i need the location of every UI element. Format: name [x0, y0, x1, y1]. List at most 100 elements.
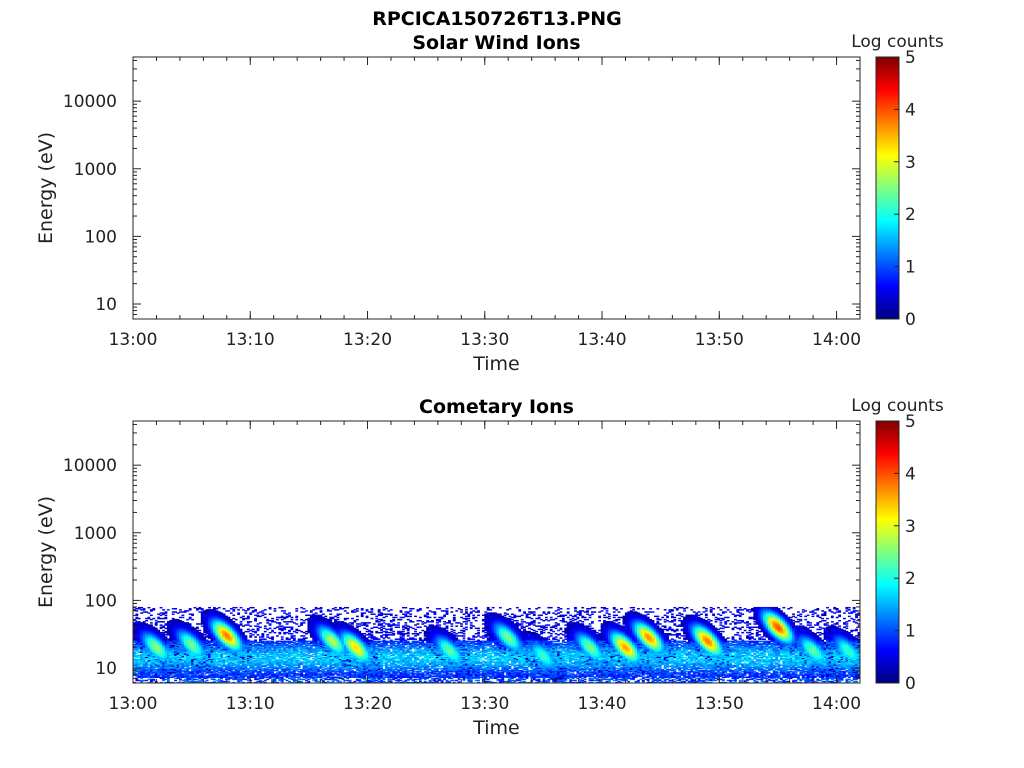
spectrogram-cell [159, 653, 163, 656]
spectrogram-cell [135, 627, 139, 630]
spectrogram-cell [343, 673, 347, 675]
spectrogram-cell [239, 621, 243, 623]
spectrogram-cell [283, 675, 287, 677]
spectrogram-cell [203, 676, 207, 678]
spectrogram-cell [140, 671, 144, 673]
spectrogram-cell [159, 663, 163, 665]
spectrogram-cell [149, 656, 153, 659]
spectrogram-cell [174, 636, 178, 638]
spectrogram-cell [200, 671, 204, 673]
spectrogram-cell [135, 616, 139, 619]
spectrogram-cell [196, 641, 199, 644]
spectrogram-cell [140, 625, 144, 627]
spectrogram-cell [183, 646, 187, 648]
spectrogram-cell [166, 676, 170, 678]
spectrogram-cell [135, 660, 139, 662]
spectrogram-cell [200, 649, 204, 651]
spectrogram-cell [179, 619, 182, 622]
spectrogram-cell [203, 664, 207, 667]
spectrogram-cell [198, 637, 202, 639]
spectrogram-cell [179, 622, 182, 624]
spectrogram-cell [137, 665, 141, 668]
spectrogram-cell [259, 641, 262, 644]
spectrogram-cell [355, 623, 359, 625]
spectrogram-cell [142, 653, 146, 656]
spectrogram-cell [234, 618, 238, 621]
spectrogram-cell [288, 612, 291, 614]
spectrogram-cell [205, 618, 209, 621]
spectrogram-cell [154, 676, 158, 678]
spectrogram-cell [159, 665, 163, 668]
figure-title: RPCICA150726T13.PNG [372, 8, 622, 30]
spectrogram-cell [181, 624, 185, 626]
spectrogram-cell [152, 637, 156, 639]
spectrogram-cell [174, 652, 178, 655]
spectrogram-cell [188, 653, 192, 656]
spectrogram-cell [203, 621, 207, 623]
spectrogram-cell [191, 660, 194, 662]
spectrogram-cell [191, 662, 194, 664]
spectrogram-cell [159, 636, 163, 638]
spectrogram-cell [159, 635, 163, 637]
spectrogram-cell [302, 622, 306, 624]
spectrogram-cell [164, 672, 168, 674]
spectrogram-cell [285, 621, 289, 623]
spectrogram-cell [275, 616, 279, 619]
spectrogram-cell [154, 628, 158, 631]
spectrogram-cell [196, 648, 199, 650]
spectrogram-cell [166, 650, 170, 652]
spectrogram-cell [324, 668, 328, 671]
spectrogram-cell [200, 654, 204, 657]
spectrogram-cell [183, 631, 187, 634]
spectrogram-cell [266, 676, 270, 678]
spectrogram-cell [183, 647, 187, 649]
spectrogram-cell [169, 629, 173, 632]
spectrogram-cell [179, 626, 182, 628]
spectrogram-cell [166, 640, 170, 643]
spectrogram-cell [142, 649, 146, 651]
spectrogram-cell [232, 660, 236, 662]
spectrogram-cell [162, 638, 165, 640]
spectrogram-cell [200, 660, 204, 662]
spectrogram-cell [169, 621, 173, 623]
spectrogram-cell [145, 655, 148, 658]
spectrogram-cell [200, 644, 204, 647]
spectrogram-cell [154, 669, 158, 672]
spectrogram-cell [200, 647, 204, 649]
spectrogram-cell [137, 626, 141, 628]
spectrogram-cell [171, 628, 175, 631]
spectrogram-cell [133, 630, 136, 633]
spectrogram-cell [169, 671, 173, 673]
spectrogram-cell [191, 650, 194, 652]
spectrogram-cell [133, 646, 136, 648]
spectrogram-cell [346, 674, 350, 676]
spectrogram-cell [263, 616, 267, 619]
spectrogram-cell [145, 629, 148, 632]
spectrogram-cell [263, 638, 267, 640]
spectrogram-cell [203, 622, 207, 624]
spectrogram-cell [317, 652, 320, 655]
spectrogram-cell [145, 674, 148, 676]
spectrogram-cell [249, 633, 253, 635]
spectrogram-cell [174, 651, 178, 653]
spectrogram-cell [205, 643, 209, 646]
spectrogram-cell [169, 651, 173, 653]
spectrogram-cell [285, 616, 289, 619]
y-tick-label: 100 [85, 227, 117, 247]
spectrogram-cell [164, 660, 168, 662]
spectrogram-cell [196, 630, 199, 633]
spectrogram-cell [196, 623, 199, 625]
spectrogram-cell [162, 656, 165, 659]
spectrogram-cell [162, 666, 165, 669]
panel-title: Solar Wind Ions [412, 32, 580, 54]
spectrogram-cell [181, 675, 185, 677]
spectrogram-cell [159, 662, 163, 664]
spectrogram-cell [205, 612, 209, 614]
spectrogram-cell [191, 671, 194, 673]
spectrogram-cell [157, 631, 161, 634]
spectrogram-cell [176, 656, 180, 659]
spectrogram-cell [154, 659, 158, 661]
spectrogram-cell [147, 655, 151, 658]
spectrogram-cell [179, 669, 182, 672]
spectrogram-cell [196, 681, 199, 683]
